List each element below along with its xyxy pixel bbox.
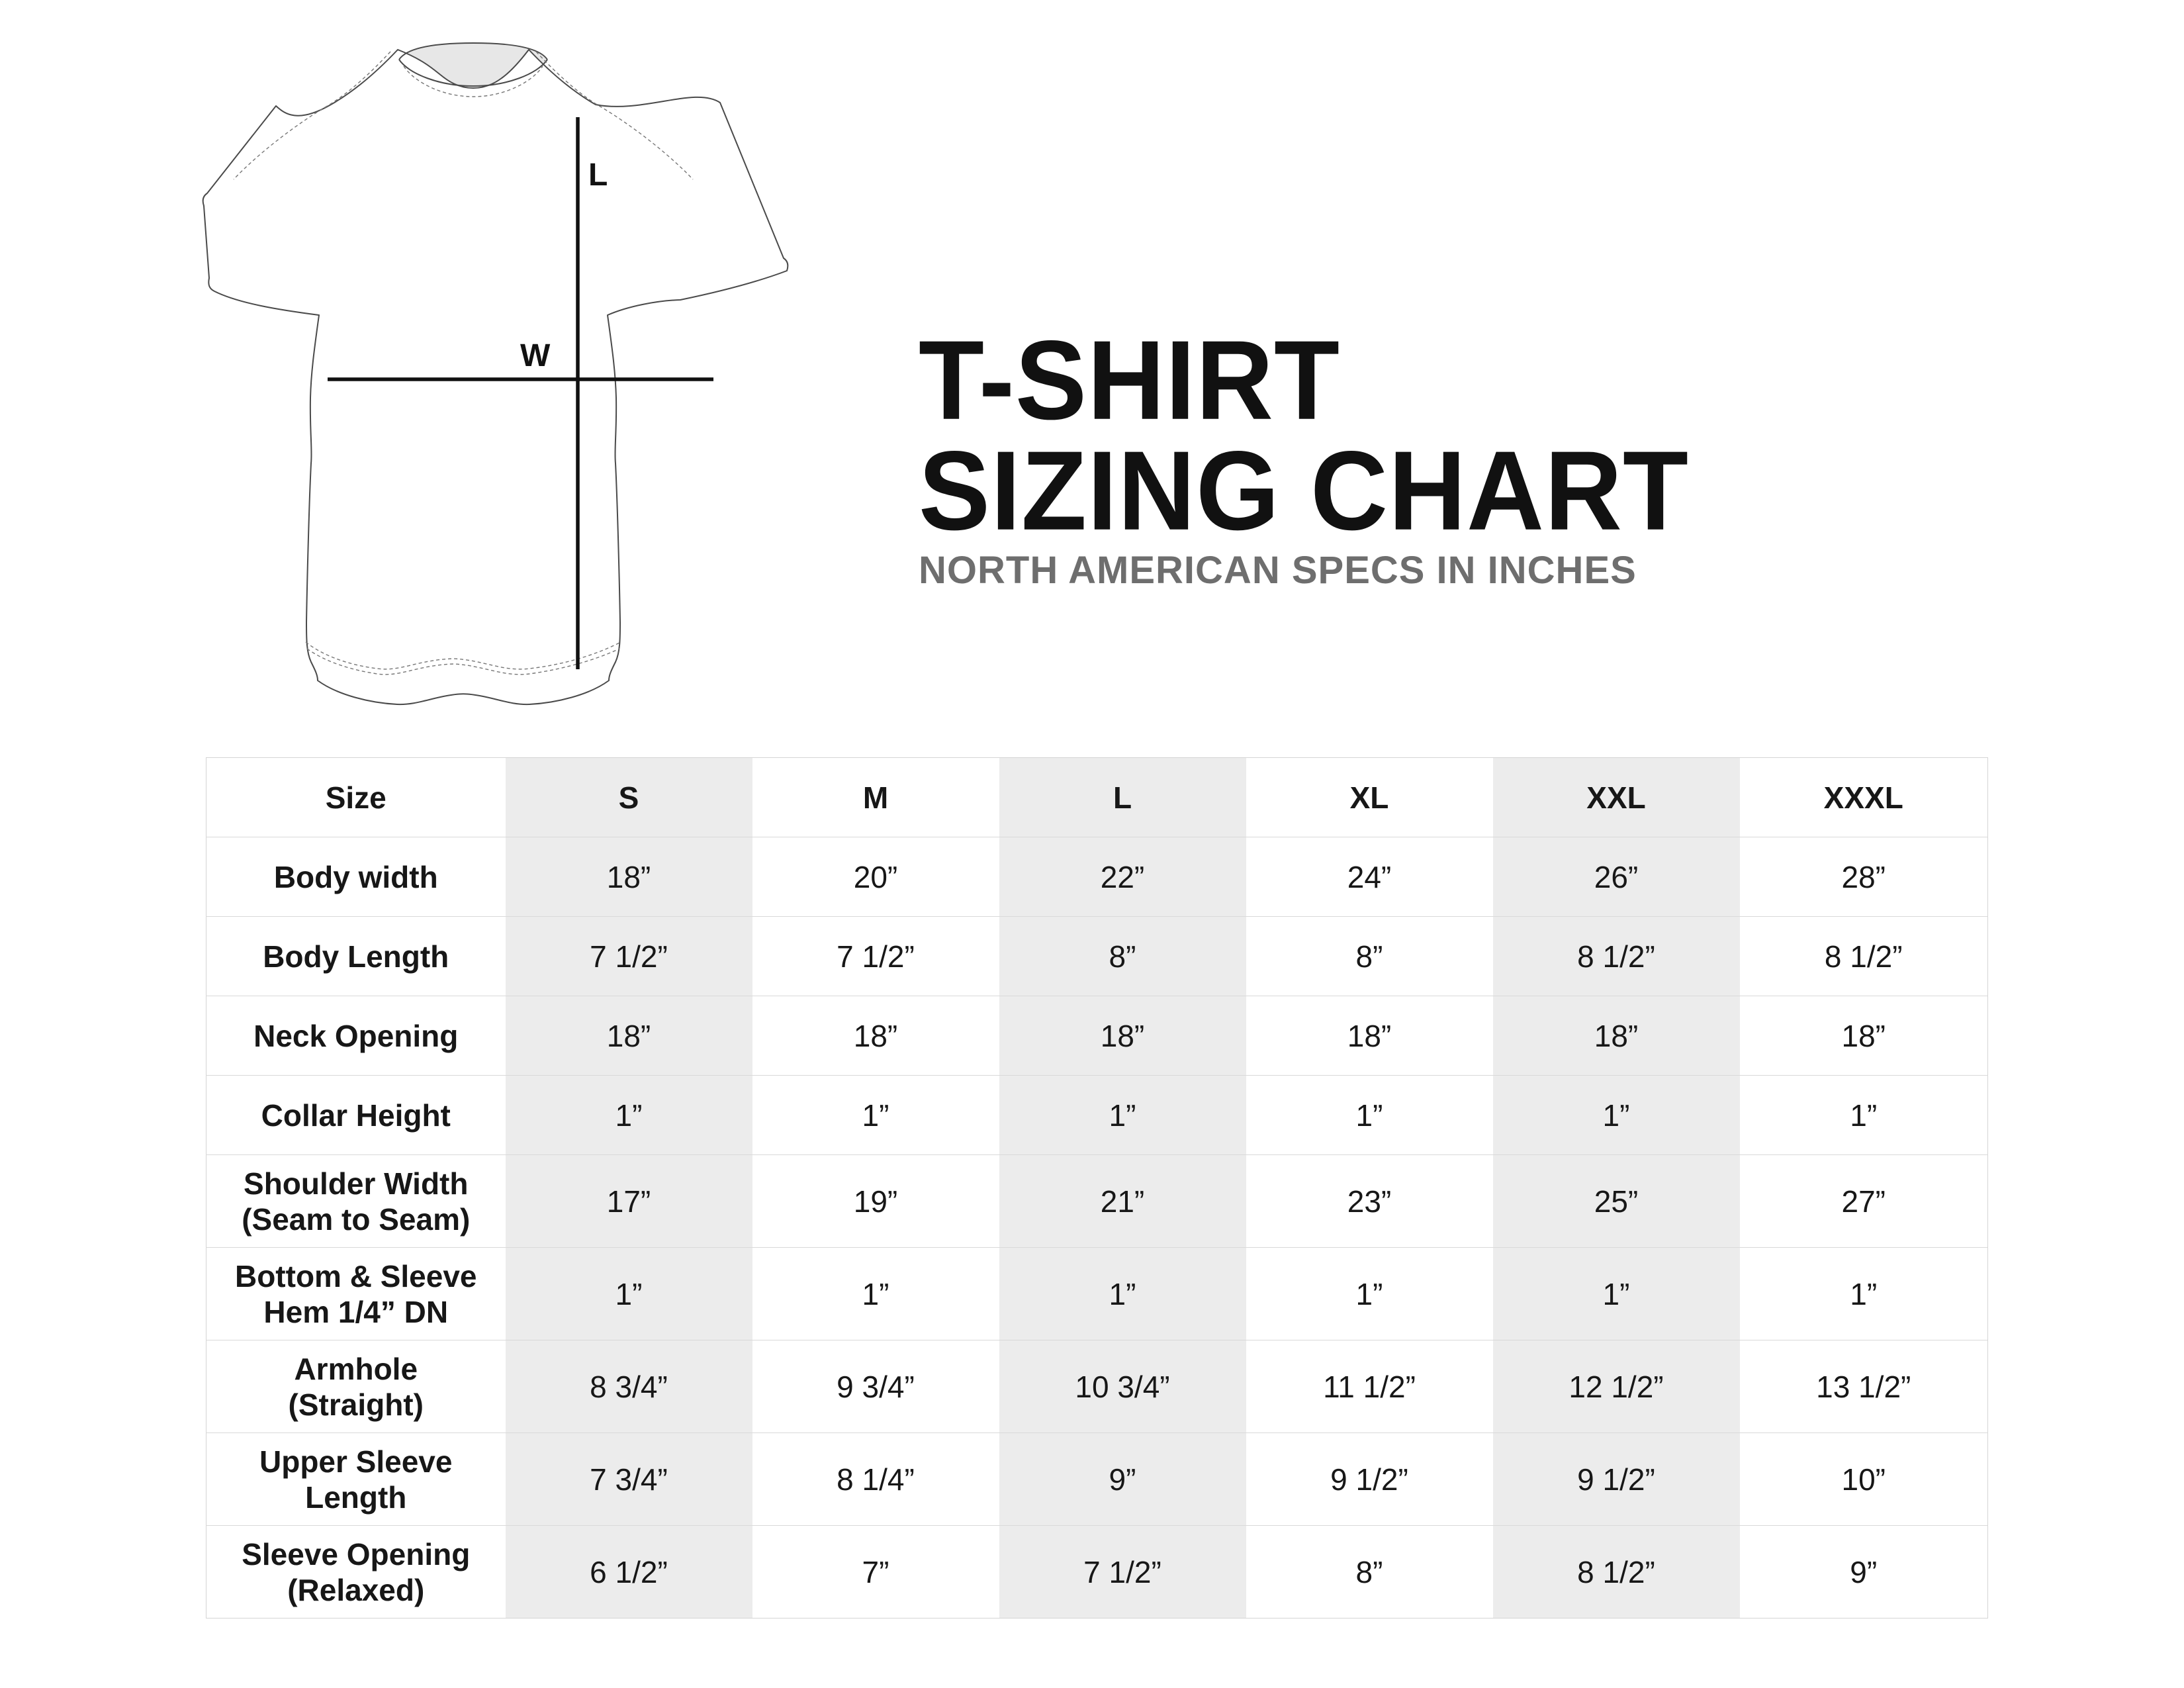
svg-text:W: W bbox=[520, 338, 551, 373]
svg-text:L: L bbox=[588, 158, 608, 193]
